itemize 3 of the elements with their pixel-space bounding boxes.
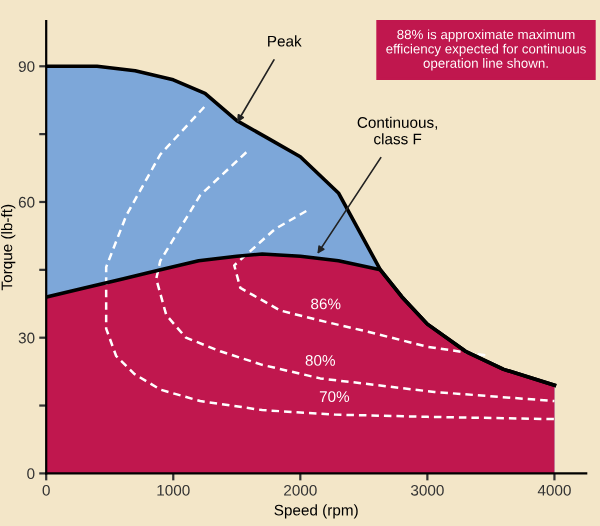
line-series <box>233 209 490 358</box>
line-series <box>154 150 556 403</box>
line-series <box>104 105 556 421</box>
